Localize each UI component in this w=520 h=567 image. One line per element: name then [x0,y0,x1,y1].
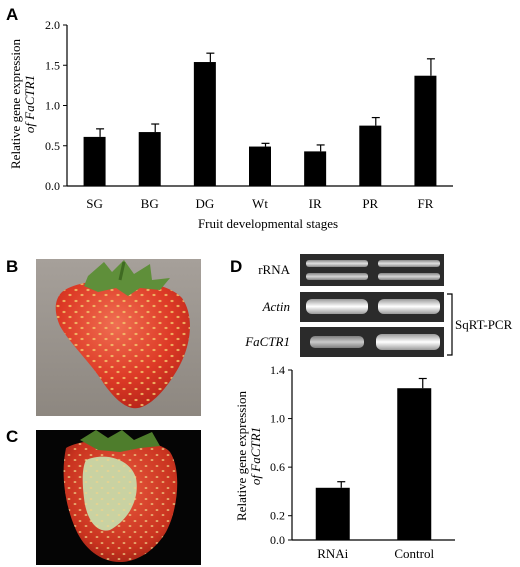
chart-a: 0.0 0.5 1.0 1.5 2.0 SG BG DG Wt IR PR FR Fruit dev… [8,18,453,231]
panel-letter-c: C [6,427,18,446]
chart-a-y-axis-title: Relative gene expression [8,39,23,169]
chart-d-error-bars [337,377,427,488]
chart-d: 0.0 0.2 0.6 1.0 1.4 RNAi Control Relative gen… [234,363,455,561]
a-x-tick-label: DG [195,196,214,211]
a-bar-ir [304,151,327,186]
a-x-tick-label: Wt [252,196,268,211]
chart-a-x-ticks: SG BG DG Wt IR PR FR [86,196,433,211]
gel-panel: rRNA Actin FaCTR1 SqRT-PCR [244,254,513,357]
chart-d-y-axis-gene: of FaCTR1 [248,427,263,485]
chart-a-bars [83,62,437,186]
d-y-tick-label: 1.0 [270,412,285,426]
gel-label-factr1: FaCTR1 [244,334,290,349]
gel-label-rrna: rRNA [258,262,290,277]
chart-d-y-ticks: 0.0 0.2 0.6 1.0 1.4 [270,363,292,547]
d-bar-rnai [315,487,350,540]
d-y-tick-label: 1.4 [270,363,285,377]
photo-red-strawberry [36,259,201,416]
panel-letter-b: B [6,257,18,276]
a-x-tick-label: IR [309,196,322,211]
photo-rnai-strawberry [36,430,201,565]
gel-rrna [300,254,444,286]
sqrt-pcr-label: SqRT-PCR [455,317,513,332]
a-y-tick-label: 2.0 [45,18,60,32]
d-x-tick-label: RNAi [317,546,348,561]
chart-d-y-axis-title: Relative gene expression [234,391,249,521]
gel-label-actin: Actin [262,299,290,314]
d-x-tick-label: Control [394,546,434,561]
a-bar-wt [249,146,271,186]
d-y-tick-label: 0.2 [270,509,285,523]
a-x-tick-label: FR [417,196,433,211]
a-x-tick-label: BG [141,196,159,211]
chart-a-y-axis-gene: of FaCTR1 [22,75,37,133]
chart-a-y-ticks: 0.0 0.5 1.0 1.5 2.0 [45,18,67,193]
a-bar-bg [138,132,161,186]
chart-d-x-ticks: RNAi Control [317,546,434,561]
panel-letter-a: A [6,5,18,24]
a-y-tick-label: 1.0 [45,99,60,113]
a-bar-fr [414,75,437,186]
a-bar-pr [359,125,382,186]
a-y-tick-label: 0.0 [45,179,60,193]
chart-d-bars [315,388,432,540]
chart-a-x-axis-title: Fruit developmental stages [198,216,338,231]
panel-letter-d: D [230,257,242,276]
a-y-tick-label: 0.5 [45,139,60,153]
a-x-tick-label: PR [362,196,378,211]
d-bar-control [397,388,432,540]
chart-a-error-bars [96,52,435,152]
a-y-tick-label: 1.5 [45,58,60,72]
d-y-tick-label: 0.6 [270,460,285,474]
a-bar-sg [83,136,106,186]
d-y-tick-label: 0.0 [270,533,285,547]
sqrt-pcr-bracket [447,293,453,356]
a-x-tick-label: SG [86,196,103,211]
a-bar-dg [193,62,216,186]
